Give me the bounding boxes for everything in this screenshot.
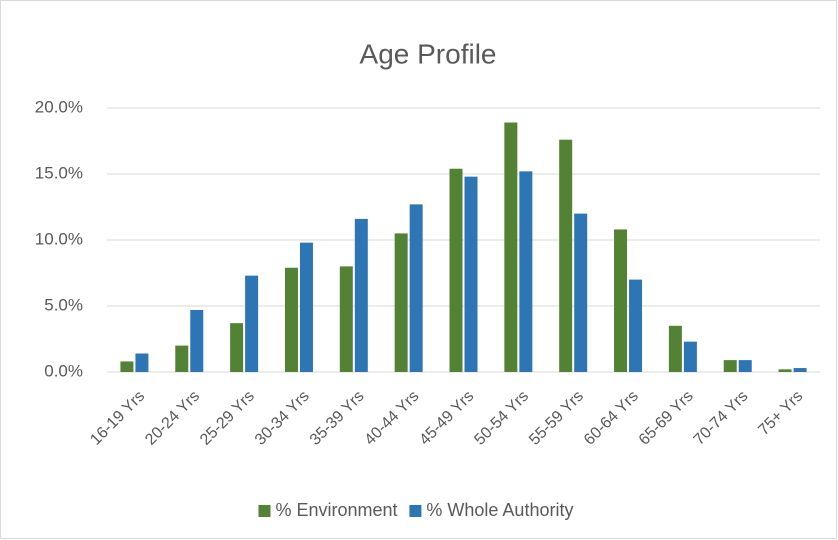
bar <box>683 341 697 372</box>
bar <box>354 218 368 372</box>
bar <box>299 242 313 372</box>
bar <box>339 266 353 372</box>
bar <box>778 369 792 372</box>
bar <box>614 229 628 372</box>
bar <box>464 176 478 372</box>
bar <box>175 345 189 372</box>
bar <box>559 139 573 372</box>
y-tick-label: 15.0% <box>35 163 83 182</box>
bar <box>504 122 518 373</box>
y-tick-label: 5.0% <box>44 295 83 314</box>
y-tick-label: 0.0% <box>44 361 83 380</box>
bar <box>519 171 533 372</box>
bar <box>135 353 149 372</box>
legend-swatch <box>258 505 271 517</box>
bar <box>284 267 298 372</box>
bar <box>245 275 259 372</box>
bar <box>120 361 134 372</box>
bar <box>574 213 588 372</box>
chart-title: Age Profile <box>360 38 497 69</box>
bar <box>723 360 737 372</box>
bar <box>230 323 244 372</box>
bar <box>793 368 807 372</box>
legend-label: % Environment <box>276 500 398 520</box>
bar <box>409 204 423 372</box>
bar <box>190 309 204 372</box>
bar <box>629 279 643 372</box>
legend-label: % Whole Authority <box>426 500 573 520</box>
bar <box>449 168 463 372</box>
legend-swatch <box>409 505 422 517</box>
bar <box>394 233 408 372</box>
y-tick-label: 20.0% <box>35 97 83 116</box>
y-tick-label: 10.0% <box>35 229 83 248</box>
bar <box>738 360 752 372</box>
bar <box>668 325 682 372</box>
